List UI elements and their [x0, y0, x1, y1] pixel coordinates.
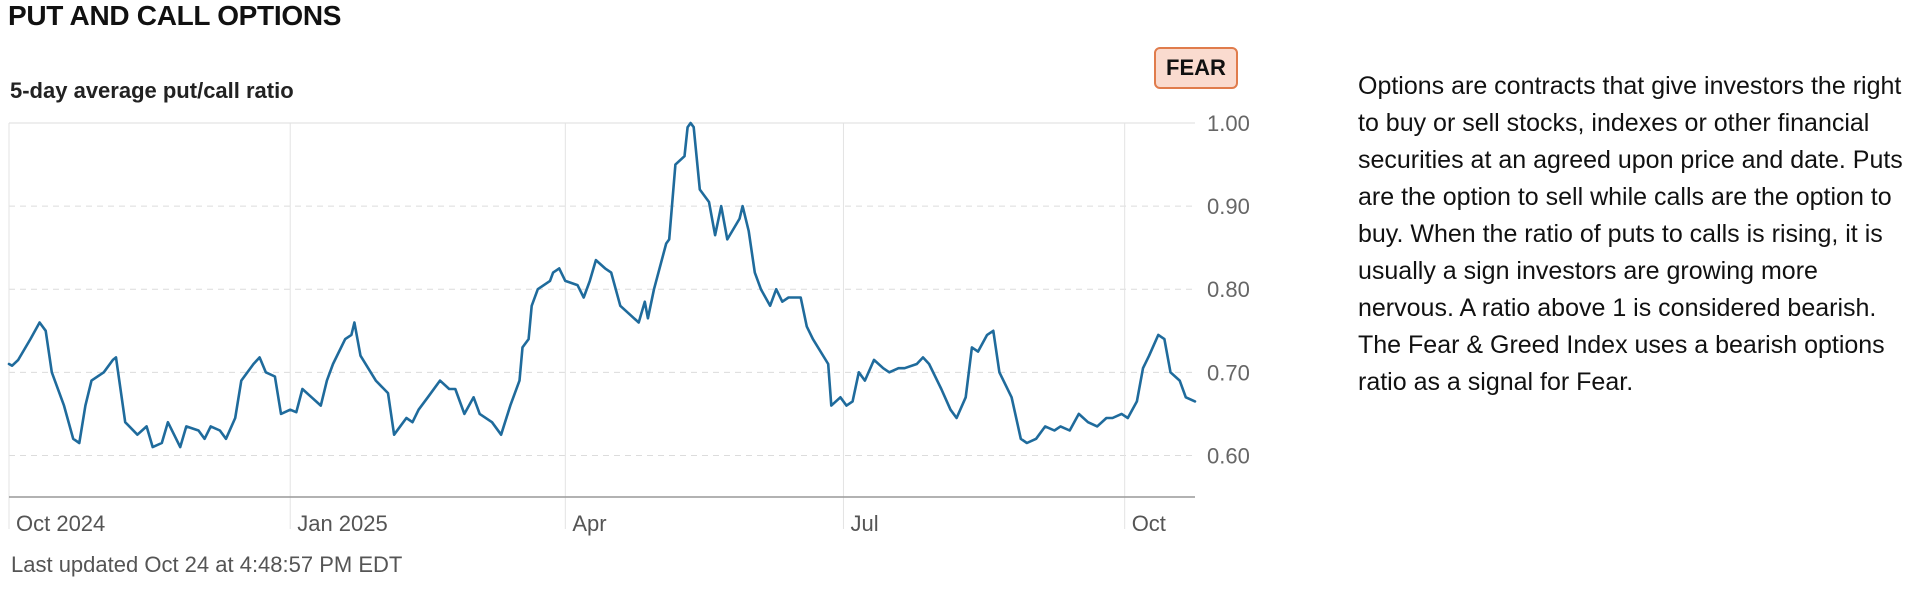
- x-tick-label: Jan 2025: [297, 511, 388, 536]
- fear-badge: FEAR: [1154, 47, 1238, 89]
- x-tick-label: Oct: [1132, 511, 1166, 536]
- y-tick-label: 0.90: [1207, 194, 1250, 219]
- put-call-ratio-line: [7, 121, 1197, 449]
- put-call-ratio-chart: 1.00 0.90 0.80 0.70 0.60 Oct 2024 Jan 2025 Apr J…: [7, 111, 1250, 536]
- last-updated: Last updated Oct 24 at 4:48:57 PM EDT: [11, 552, 403, 577]
- description-text: Options are contracts that give investor…: [1358, 72, 1903, 396]
- x-tick-label: Oct 2024: [16, 511, 105, 536]
- x-tick-label: Apr: [572, 511, 606, 536]
- section-title: PUT AND CALL OPTIONS: [8, 0, 342, 31]
- y-tick-label: 0.70: [1207, 360, 1250, 385]
- y-tick-label: 1.00: [1207, 111, 1250, 136]
- x-tick-label: Jul: [850, 511, 878, 536]
- y-tick-label: 0.60: [1207, 443, 1250, 468]
- chart-title: 5-day average put/call ratio: [10, 78, 294, 103]
- y-tick-label: 0.80: [1207, 277, 1250, 302]
